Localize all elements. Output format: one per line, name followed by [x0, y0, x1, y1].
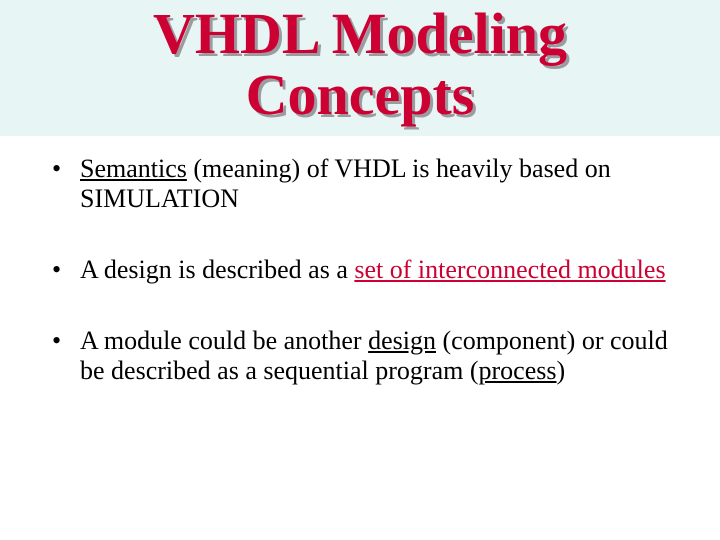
- text-segment: design: [368, 326, 436, 355]
- text-segment: A module could be another: [80, 326, 368, 355]
- text-segment: process: [479, 356, 557, 385]
- bullet-item: A module could be another design (compon…: [52, 326, 680, 387]
- title-band: VHDL ModelingConcepts: [0, 0, 720, 136]
- text-segment: A design is described as a: [80, 255, 354, 284]
- text-segment: set of interconnected modules: [354, 255, 665, 284]
- text-segment: ): [557, 356, 566, 385]
- text-segment: Semantics: [80, 154, 187, 183]
- bullet-item: A design is described as a set of interc…: [52, 255, 680, 286]
- bullet-list: Semantics (meaning) of VHDL is heavily b…: [0, 154, 720, 387]
- bullet-item: Semantics (meaning) of VHDL is heavily b…: [52, 154, 680, 215]
- slide-title: VHDL ModelingConcepts: [153, 4, 567, 126]
